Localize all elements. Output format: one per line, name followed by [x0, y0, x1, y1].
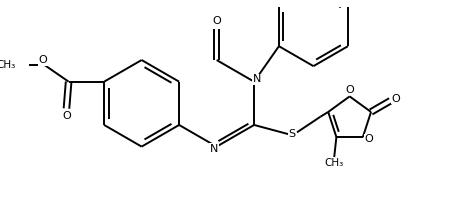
Text: O: O — [38, 55, 47, 65]
Text: O: O — [391, 94, 400, 104]
Text: N: N — [253, 74, 261, 84]
Text: CH₃: CH₃ — [325, 158, 344, 168]
Text: O: O — [364, 134, 373, 144]
Text: S: S — [288, 129, 295, 140]
Text: N: N — [210, 144, 218, 154]
Text: O: O — [345, 85, 354, 95]
Text: O: O — [62, 111, 71, 121]
Text: CH₃: CH₃ — [0, 60, 16, 70]
Text: O: O — [212, 16, 221, 26]
